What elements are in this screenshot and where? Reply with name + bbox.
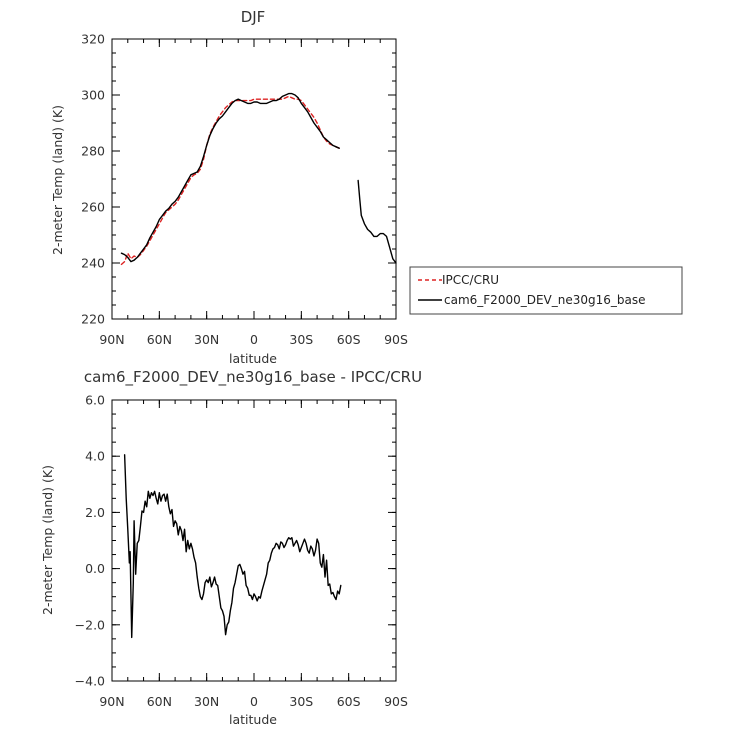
x-axis-label: latitude — [229, 351, 277, 366]
x-tick-label: 90S — [384, 332, 408, 347]
legend-label-cam6: cam6_F2000_DEV_ne30g16_base — [444, 293, 646, 307]
x-tick-label: 60S — [337, 694, 361, 709]
series-line-1-segment-0 — [120, 92, 340, 263]
x-tick-label: 0 — [250, 332, 258, 347]
legend: IPCC/CRU cam6_F2000_DEV_ne30g16_base — [409, 266, 683, 315]
x-tick-label: 90S — [384, 694, 408, 709]
x-tick-label: 90N — [99, 332, 124, 347]
x-axis-ticks: 90N 60N 30N 0 30S 60S 90S — [99, 400, 408, 709]
x-tick-label: 30S — [289, 694, 313, 709]
axes — [111, 38, 397, 320]
y-tick-label: 300 — [81, 88, 105, 103]
x-axis-ticks: 90N 60N 30N 0 30S 60S 90S — [99, 39, 408, 347]
y-tick-label: −2.0 — [75, 617, 105, 632]
series-line-1-segment-1 — [357, 179, 397, 264]
y-tick-label: 240 — [81, 256, 105, 271]
y-tick-label: 2.0 — [85, 505, 105, 520]
y-axis-label: 2-meter Temp (land) (K) — [50, 105, 65, 255]
x-tick-label: 60N — [147, 332, 172, 347]
y-tick-label: −4.0 — [75, 674, 105, 689]
x-tick-label: 30N — [194, 694, 219, 709]
x-tick-label: 30N — [194, 332, 219, 347]
y-tick-label: 0.0 — [85, 561, 105, 576]
chart-difference: cam6_F2000_DEV_ne30g16_base - IPCC/CRU −… — [40, 368, 422, 727]
legend-box — [409, 266, 683, 315]
x-tick-label: 60S — [337, 332, 361, 347]
y-axis-ticks: −4.0 −2.0 0.0 2.0 4.0 6.0 — [75, 393, 396, 689]
plot-frame — [111, 399, 397, 682]
series-line-0-segment-0 — [123, 454, 342, 639]
y-axis-label: 2-meter Temp (land) (K) — [40, 465, 55, 615]
chart-title: cam6_F2000_DEV_ne30g16_base - IPCC/CRU — [84, 368, 422, 387]
plot-area — [120, 92, 397, 266]
x-tick-label: 30S — [289, 332, 313, 347]
y-tick-label: 280 — [81, 144, 105, 159]
axes — [111, 399, 397, 682]
y-tick-label: 6.0 — [85, 393, 105, 408]
x-axis-label: latitude — [229, 712, 277, 727]
chart-title: DJF — [241, 8, 266, 26]
series-line-0-segment-0 — [120, 95, 342, 266]
plot-area — [123, 454, 342, 639]
y-tick-label: 260 — [81, 200, 105, 215]
y-tick-label: 220 — [81, 312, 105, 327]
y-tick-label: 320 — [81, 32, 105, 47]
legend-label-ipcc: IPCC/CRU — [442, 273, 499, 287]
plot-frame — [111, 38, 397, 320]
y-axis-ticks: 220 240 260 280 300 320 — [81, 32, 396, 327]
y-tick-label: 4.0 — [85, 449, 105, 464]
x-tick-label: 90N — [99, 694, 124, 709]
x-tick-label: 60N — [147, 694, 172, 709]
x-tick-label: 0 — [250, 694, 258, 709]
